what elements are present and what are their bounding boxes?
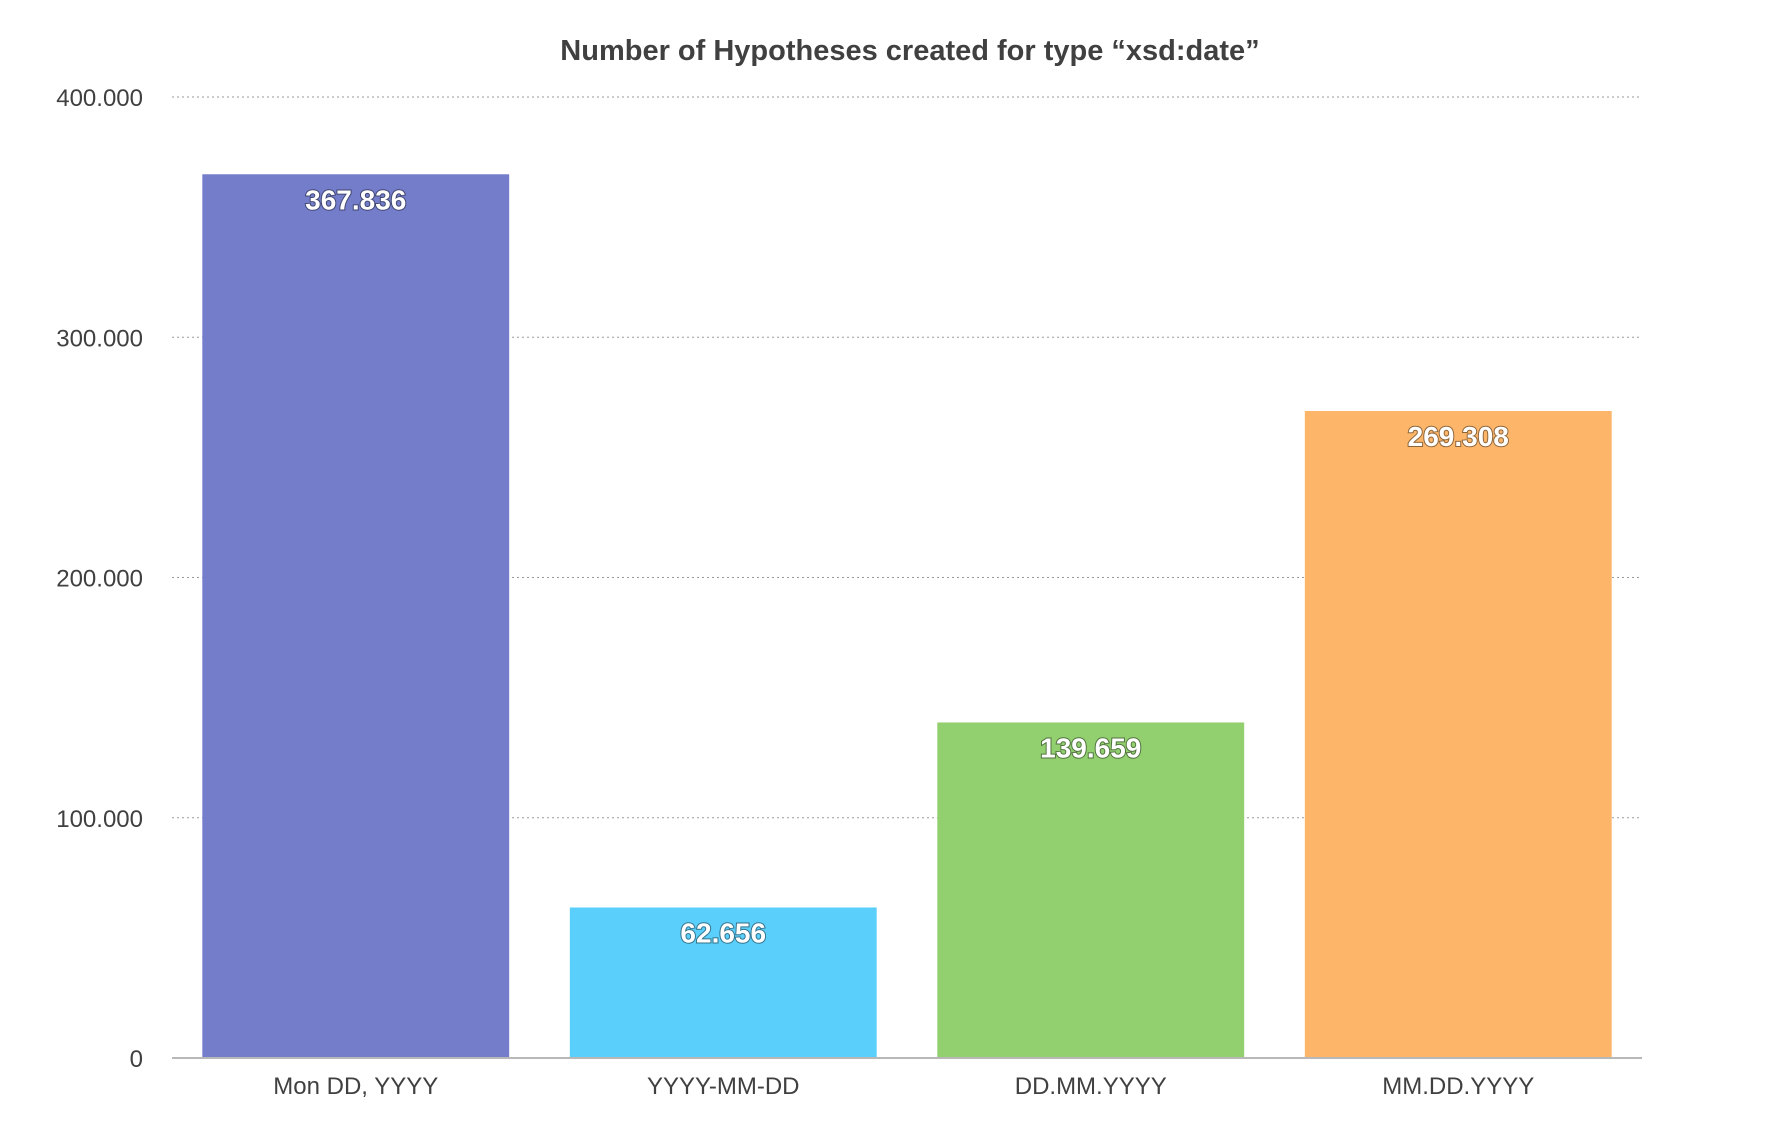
chart-title: Number of Hypotheses created for type “x… [560, 35, 1259, 67]
bar [202, 174, 509, 1057]
x-axis-categories: Mon DD, YYYY YYYY-MM-DD DD.MM.YYYY MM.DD.YY… [273, 1073, 1534, 1100]
bars [202, 174, 1611, 1057]
bar [1305, 411, 1612, 1057]
bar-value-label: 269.308 [1408, 421, 1509, 452]
bar [937, 722, 1244, 1057]
bar-value-label: 62.656 [680, 917, 766, 948]
y-tick-label: 100.000 [56, 806, 143, 833]
y-axis-ticks: 0 100.000 200.000 300.000 400.000 [56, 85, 143, 1073]
x-category-label: MM.DD.YYYY [1382, 1073, 1534, 1100]
y-tick-label: 0 [130, 1046, 143, 1073]
bar-value-label: 367.836 [305, 184, 406, 215]
y-tick-label: 300.000 [56, 325, 143, 352]
y-tick-label: 400.000 [56, 85, 143, 112]
x-category-label: YYYY-MM-DD [647, 1073, 799, 1100]
y-tick-label: 200.000 [56, 566, 143, 593]
x-category-label: DD.MM.YYYY [1015, 1073, 1167, 1100]
x-category-label: Mon DD, YYYY [273, 1073, 438, 1100]
bar-value-label: 139.659 [1040, 732, 1141, 763]
